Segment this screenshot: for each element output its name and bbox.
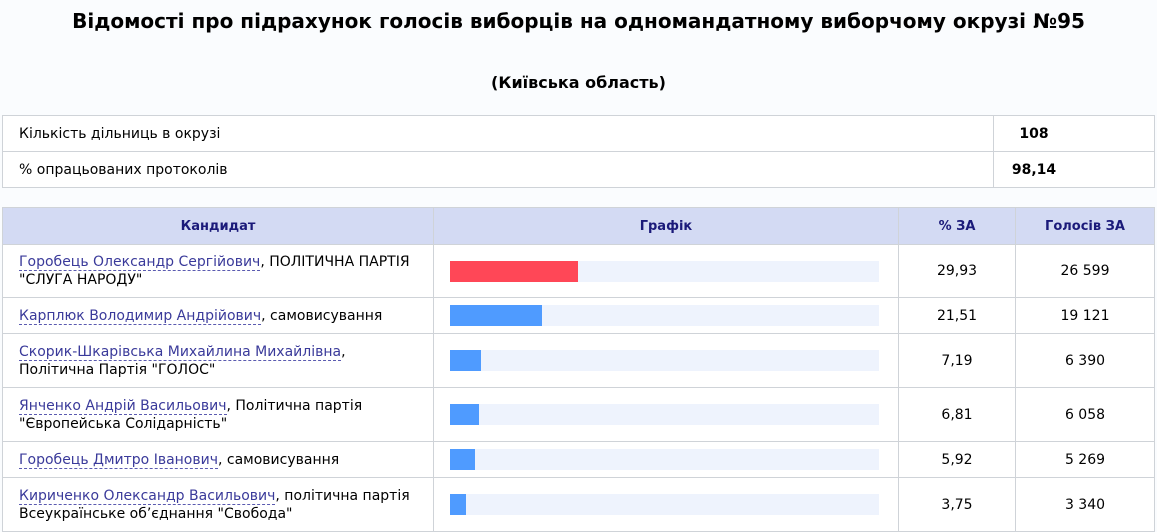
vote-bar bbox=[450, 260, 579, 282]
candidate-link[interactable]: Карплюк Володимир Андрійович bbox=[19, 307, 262, 325]
candidate-row: Карплюк Володимир Андрійович, самовисува… bbox=[2, 297, 1155, 334]
chart-cell bbox=[433, 297, 899, 334]
vote-bar bbox=[450, 305, 543, 326]
votes-cell: 6 390 bbox=[1015, 333, 1155, 388]
candidate-row: Горобець Олександр Сергійович, ПОЛІТИЧНА… bbox=[2, 244, 1155, 298]
vote-bar bbox=[450, 350, 481, 371]
page-title: Відомості про підрахунок голосів виборці… bbox=[72, 9, 1085, 33]
percent-cell: 3,75 bbox=[898, 477, 1016, 532]
votes-cell: 6 058 bbox=[1015, 387, 1155, 442]
candidate-party: , самовисування bbox=[261, 307, 383, 324]
percent-cell: 7,19 bbox=[898, 333, 1016, 388]
header-candidate: Кандидат bbox=[2, 207, 434, 245]
bar-track bbox=[450, 494, 879, 515]
percent-cell: 6,81 bbox=[898, 387, 1016, 442]
candidate-row: Скорик-Шкарівська Михайлина Михайлівна, … bbox=[2, 333, 1155, 388]
bar-track bbox=[450, 305, 879, 326]
summary-table: Кількість дільниць в окрузі 108 % опраць… bbox=[2, 115, 1155, 188]
candidate-cell: Янченко Андрій Васильович, Політична пар… bbox=[2, 387, 434, 442]
bar-track bbox=[450, 449, 879, 470]
candidate-cell: Кириченко Олександр Васильович, політичн… bbox=[2, 477, 434, 532]
candidate-party: , Політична партія "Європейська Солідарн… bbox=[19, 397, 363, 432]
bar-track bbox=[450, 260, 879, 282]
votes-cell: 3 340 bbox=[1015, 477, 1155, 532]
candidate-cell: Горобець Дмитро Іванович, самовисування bbox=[2, 441, 434, 478]
candidate-link[interactable]: Горобець Дмитро Іванович bbox=[19, 451, 218, 469]
summary-row: Кількість дільниць в окрузі 108 bbox=[2, 115, 1155, 152]
chart-cell bbox=[433, 244, 899, 298]
candidate-cell: Скорик-Шкарівська Михайлина Михайлівна, … bbox=[2, 333, 434, 388]
bar-track bbox=[450, 350, 879, 371]
candidate-party: , Політична Партія "ГОЛОС" bbox=[19, 343, 346, 378]
candidate-party: , ПОЛІТИЧНА ПАРТІЯ "СЛУГА НАРОДУ" bbox=[19, 254, 410, 288]
candidate-link[interactable]: Кириченко Олександр Васильович bbox=[19, 487, 276, 505]
summary-row: % опрацьованих протоколів 98,14 bbox=[2, 151, 1155, 188]
candidate-row: Горобець Дмитро Іванович, самовисування … bbox=[2, 441, 1155, 478]
header-percent: % ЗА bbox=[898, 207, 1016, 245]
summary-value: 98,14 bbox=[993, 151, 1155, 188]
votes-cell: 26 599 bbox=[1015, 244, 1155, 298]
candidate-cell: Горобець Олександр Сергійович, ПОЛІТИЧНА… bbox=[2, 244, 434, 298]
summary-label: % опрацьованих протоколів bbox=[2, 151, 994, 188]
bar-track bbox=[450, 404, 879, 425]
header-votes: Голосів ЗА bbox=[1015, 207, 1155, 245]
chart-cell bbox=[433, 477, 899, 532]
votes-cell: 19 121 bbox=[1015, 297, 1155, 334]
region-subtitle: (Київська область) bbox=[491, 73, 666, 92]
percent-cell: 5,92 bbox=[898, 441, 1016, 478]
results-table: Кандидат Графік % ЗА Голосів ЗА Горобець… bbox=[2, 207, 1155, 532]
vote-bar bbox=[450, 494, 467, 515]
candidate-party: , політична партія Всеукраїнське об’єдна… bbox=[19, 487, 410, 522]
percent-cell: 21,51 bbox=[898, 297, 1016, 334]
chart-cell bbox=[433, 441, 899, 478]
chart-cell bbox=[433, 387, 899, 442]
candidate-link[interactable]: Янченко Андрій Васильович bbox=[19, 397, 227, 415]
candidate-party: , самовисування bbox=[218, 451, 340, 468]
vote-bar bbox=[450, 404, 480, 425]
votes-cell: 5 269 bbox=[1015, 441, 1155, 478]
summary-label: Кількість дільниць в окрузі bbox=[2, 115, 994, 152]
percent-cell: 29,93 bbox=[898, 244, 1016, 298]
summary-value: 108 bbox=[993, 115, 1155, 152]
candidate-row: Кириченко Олександр Васильович, політичн… bbox=[2, 477, 1155, 532]
vote-bar bbox=[450, 449, 476, 470]
candidate-link[interactable]: Скорик-Шкарівська Михайлина Михайлівна bbox=[19, 343, 342, 361]
candidate-link[interactable]: Горобець Олександр Сергійович bbox=[19, 254, 261, 271]
candidate-row: Янченко Андрій Васильович, Політична пар… bbox=[2, 387, 1155, 442]
candidate-cell: Карплюк Володимир Андрійович, самовисува… bbox=[2, 297, 434, 334]
chart-cell bbox=[433, 333, 899, 388]
header-chart: Графік bbox=[433, 207, 899, 245]
